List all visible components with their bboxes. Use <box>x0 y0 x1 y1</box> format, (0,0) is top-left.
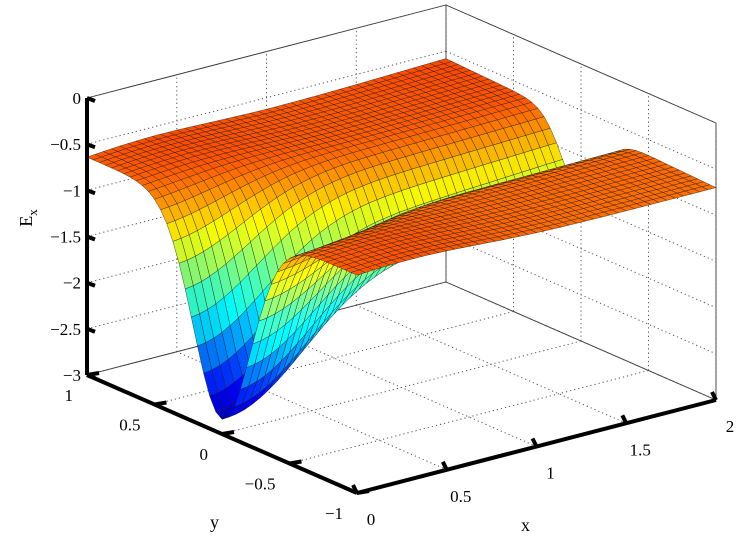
surface-patch <box>350 269 366 276</box>
z-tick-label: −1 <box>63 181 81 200</box>
grid-line-y <box>289 370 649 464</box>
x-tick-label: 1.5 <box>630 440 651 459</box>
tick-labels: 00.511.52−1−0.500.51−3−2.5−2−1.5−1−0.50 <box>50 89 734 529</box>
y-tick-mark <box>356 489 370 495</box>
z-axis-label-main: E <box>16 216 36 227</box>
z-tick-label: −3 <box>63 366 81 385</box>
grid-line-z <box>445 4 717 124</box>
z-tick-mark <box>86 96 96 103</box>
z-tick-mark <box>86 280 96 288</box>
z-tick-mark <box>86 234 96 242</box>
y-axis-label: y <box>210 512 219 532</box>
y-tick-label: −0.5 <box>245 475 276 494</box>
x-tick-mark <box>710 391 718 401</box>
z-tick-mark <box>86 326 96 334</box>
x-tick-label: 2 <box>726 417 735 436</box>
y-tick-label: 0.5 <box>119 416 140 435</box>
x-tick-mark <box>620 414 629 425</box>
z-tick-mark <box>86 188 96 196</box>
x-tick-mark <box>441 460 449 471</box>
grid-line-y <box>154 311 514 405</box>
z-tick-mark <box>86 373 96 380</box>
z-tick-label: −0.5 <box>50 135 81 154</box>
z-tick-label: 0 <box>73 89 82 108</box>
z-tick-label: −2 <box>63 274 81 293</box>
x-tick-mark <box>530 437 539 448</box>
z-tick-label: −2.5 <box>50 320 81 339</box>
x-tick-label: 1 <box>546 464 555 483</box>
grid-line-z <box>445 189 717 309</box>
grid-line-z <box>86 4 447 99</box>
x-tick-label: 0.5 <box>450 487 471 506</box>
y-tick-mark <box>154 400 167 407</box>
surface-mesh <box>86 58 717 420</box>
grid-line-z <box>445 50 717 170</box>
grid-line-z <box>86 50 447 145</box>
z-tick-label: −1.5 <box>50 228 81 247</box>
x-axis-label: x <box>521 515 530 535</box>
y-tick-label: 0 <box>200 445 209 464</box>
grid-line-z <box>445 96 717 216</box>
y-tick-label: 1 <box>65 386 74 405</box>
z-axis-label-subscript: x <box>25 209 40 216</box>
y-tick-label: −1 <box>325 504 343 523</box>
y-tick-mark <box>221 430 235 436</box>
x-tick-label: 0 <box>367 510 376 529</box>
y-tick-mark <box>289 459 302 466</box>
z-tick-mark <box>86 142 96 150</box>
grid-line-y <box>221 340 582 435</box>
x-tick-mark <box>351 484 359 494</box>
z-axis-label: Ex <box>16 209 40 227</box>
svg-text:Ex: Ex <box>16 209 40 227</box>
axes <box>85 96 718 495</box>
